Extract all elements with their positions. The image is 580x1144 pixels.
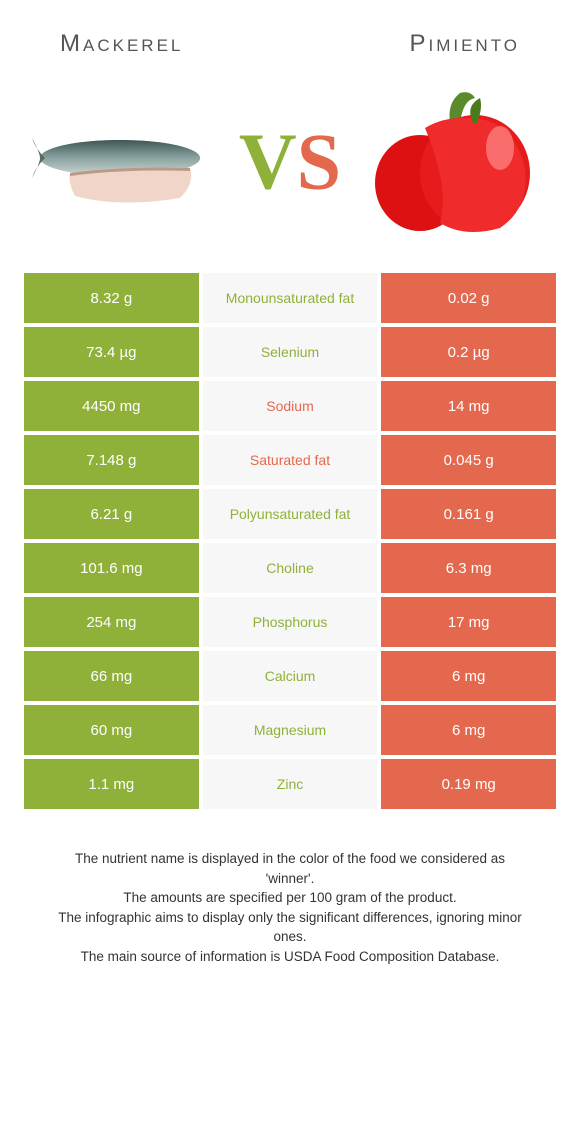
vs-v: V [239,119,297,207]
title-left: Mackerel [60,30,183,58]
value-right: 6.3 mg [381,543,556,593]
value-left: 1.1 mg [24,759,199,809]
comparison-table: 8.32 gMonounsaturated fat0.02 g73.4 µgSe… [20,273,560,809]
value-left: 73.4 µg [24,327,199,377]
pimiento-icon [365,88,535,238]
table-row: 7.148 gSaturated fat0.045 g [24,435,556,485]
table-row: 254 mgPhosphorus17 mg [24,597,556,647]
value-right: 0.19 mg [381,759,556,809]
table-row: 6.21 gPolyunsaturated fat0.161 g [24,489,556,539]
nutrient-label: Polyunsaturated fat [203,489,378,539]
value-left: 8.32 g [24,273,199,323]
nutrient-label: Phosphorus [203,597,378,647]
value-left: 254 mg [24,597,199,647]
nutrient-label: Choline [203,543,378,593]
footer-line: The main source of information is USDA F… [50,947,530,967]
table-row: 8.32 gMonounsaturated fat0.02 g [24,273,556,323]
value-right: 6 mg [381,651,556,701]
value-right: 14 mg [381,381,556,431]
value-right: 6 mg [381,705,556,755]
title-right: Pimiento [409,30,520,58]
value-left: 7.148 g [24,435,199,485]
footer-line: The amounts are specified per 100 gram o… [50,888,530,908]
nutrient-label: Selenium [203,327,378,377]
mackerel-icon [30,118,210,218]
hero-area: VS [20,78,560,248]
value-left: 60 mg [24,705,199,755]
nutrient-label: Zinc [203,759,378,809]
table-row: 66 mgCalcium6 mg [24,651,556,701]
footer-line: The nutrient name is displayed in the co… [50,849,530,888]
value-right: 17 mg [381,597,556,647]
value-right: 0.161 g [381,489,556,539]
value-left: 4450 mg [24,381,199,431]
vs-s: S [297,119,342,207]
nutrient-label: Monounsaturated fat [203,273,378,323]
table-row: 1.1 mgZinc0.19 mg [24,759,556,809]
table-row: 60 mgMagnesium6 mg [24,705,556,755]
value-left: 101.6 mg [24,543,199,593]
table-row: 73.4 µgSelenium0.2 µg [24,327,556,377]
infographic-container: Mackerel Pimiento VS [0,0,580,966]
nutrient-label: Sodium [203,381,378,431]
nutrient-label: Saturated fat [203,435,378,485]
nutrient-label: Magnesium [203,705,378,755]
footer-line: The infographic aims to display only the… [50,908,530,947]
table-row: 101.6 mgCholine6.3 mg [24,543,556,593]
value-left: 6.21 g [24,489,199,539]
value-left: 66 mg [24,651,199,701]
value-right: 0.045 g [381,435,556,485]
footer-notes: The nutrient name is displayed in the co… [20,809,560,966]
table-row: 4450 mgSodium14 mg [24,381,556,431]
vs-label: VS [239,118,341,209]
nutrient-label: Calcium [203,651,378,701]
value-right: 0.02 g [381,273,556,323]
value-right: 0.2 µg [381,327,556,377]
title-row: Mackerel Pimiento [20,20,560,78]
